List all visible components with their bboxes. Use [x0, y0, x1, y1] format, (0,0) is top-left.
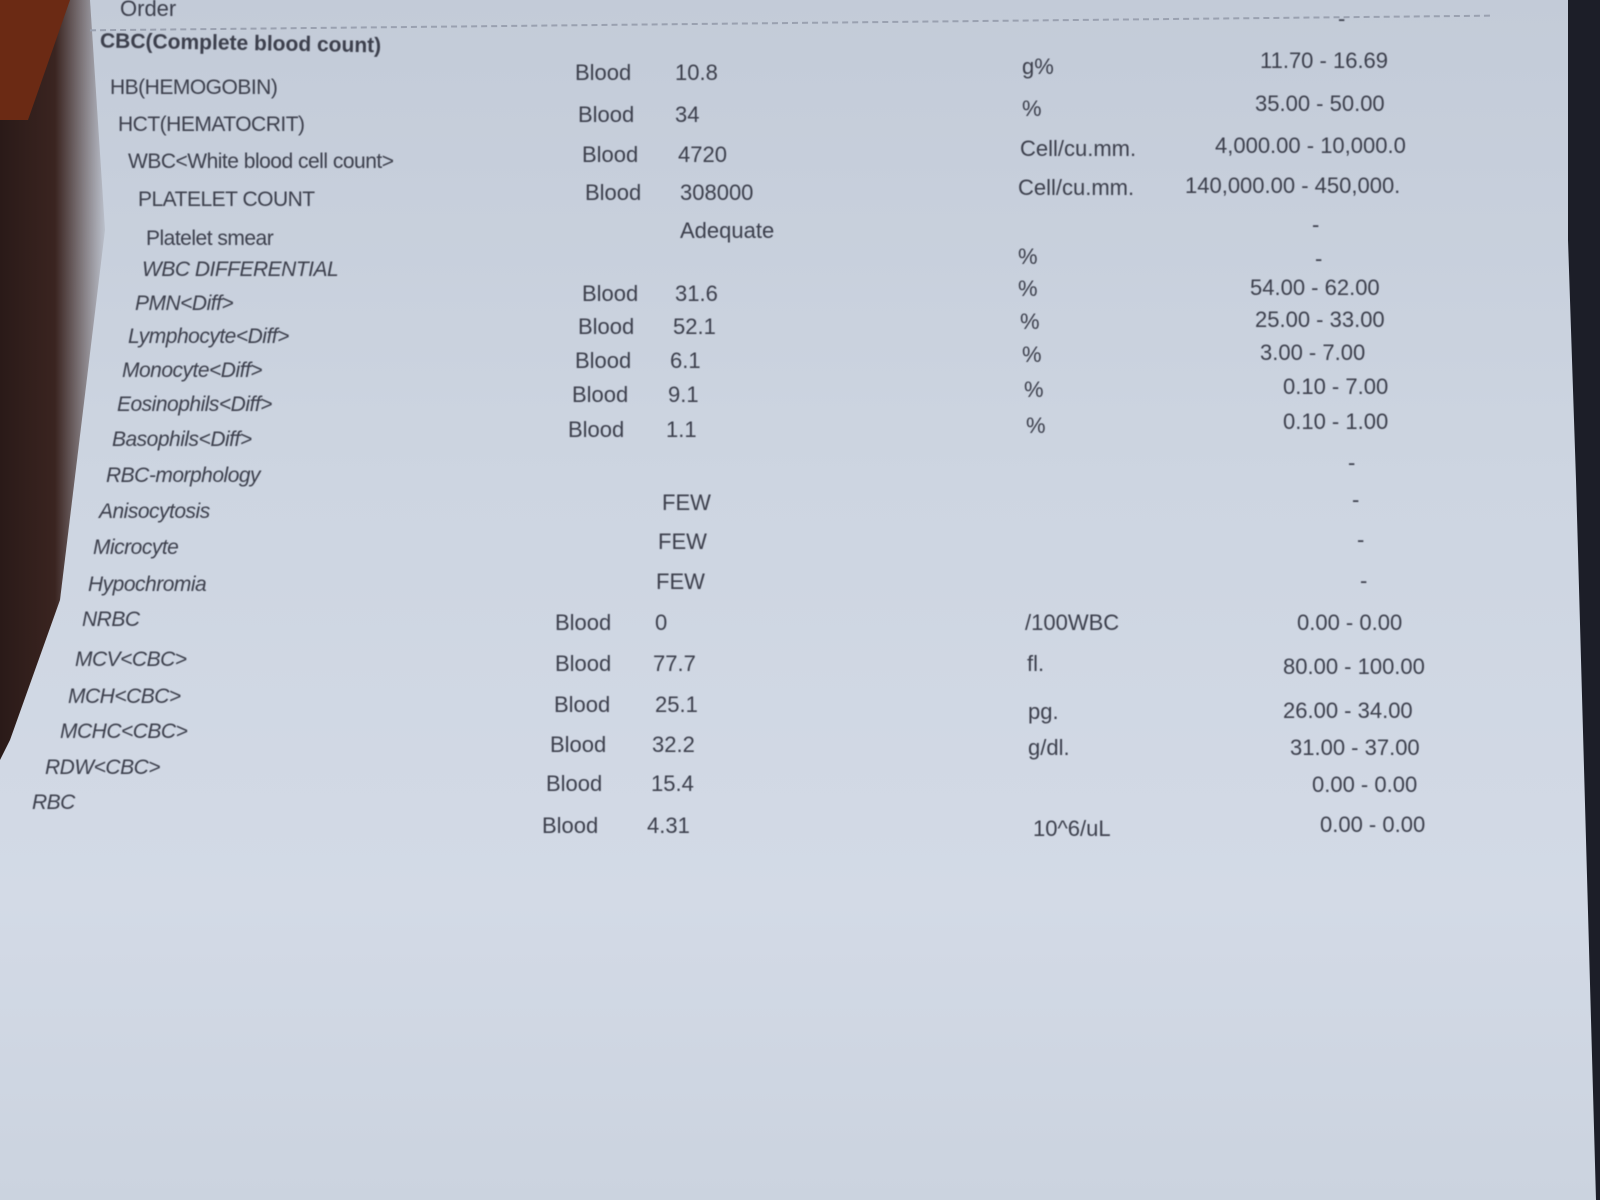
test-name: MCHC<CBC> [60, 720, 188, 743]
unit: % [1026, 413, 1046, 438]
reference-range: 0.00 - 0.00 [1312, 772, 1418, 797]
unit: /100WBC [1025, 610, 1120, 635]
specimen: Blood [575, 348, 632, 373]
result-value: 34 [675, 102, 700, 127]
specimen: Blood [582, 142, 639, 167]
test-name: WBC<White blood cell count> [128, 150, 394, 173]
header-divider [90, 14, 1490, 32]
result-value: 31.6 [675, 281, 718, 306]
reference-range: - [1352, 487, 1360, 512]
reference-range: 35.00 - 50.00 [1255, 91, 1385, 116]
test-name: PMN<Diff> [135, 292, 234, 315]
reference-range: 11.70 - 16.69 [1260, 48, 1389, 73]
unit: fl. [1027, 651, 1045, 676]
unit: % [1018, 276, 1038, 301]
reference-range: 3.00 - 7.00 [1260, 340, 1366, 365]
reference-range: - [1348, 450, 1356, 475]
reference-range: 0.00 - 0.00 [1320, 812, 1426, 837]
test-name: RBC-morphology [106, 464, 261, 487]
test-name: MCH<CBC> [68, 685, 181, 708]
unit: Cell/cu.mm. [1018, 175, 1135, 200]
reference-range: 26.00 - 34.00 [1283, 698, 1413, 723]
section-title: CBC(Complete blood count) [99, 29, 382, 58]
test-name: Lymphocyte<Diff> [128, 325, 289, 348]
reference-range: - [1312, 212, 1320, 237]
test-name: RDW<CBC> [45, 756, 161, 779]
reference-range: 140,000.00 - 450,000. [1185, 173, 1401, 198]
reference-range: - [1357, 527, 1365, 552]
unit: g/dl. [1028, 735, 1070, 760]
specimen: Blood [554, 692, 611, 717]
result-value: 4.31 [647, 813, 690, 838]
reference-range: 54.00 - 62.00 [1250, 275, 1380, 300]
test-name: PLATELET COUNT [138, 188, 315, 211]
reference-range: 0.10 - 1.00 [1283, 409, 1389, 434]
result-value: 52.1 [673, 314, 716, 339]
reference-range: 80.00 - 100.00 [1283, 654, 1425, 679]
specimen: Blood [550, 732, 607, 757]
unit: Cell/cu.mm. [1020, 136, 1137, 161]
specimen: Blood [578, 102, 635, 127]
specimen: Blood [585, 180, 642, 205]
unit: g% [1022, 54, 1054, 79]
test-name: Eosinophils<Diff> [117, 393, 272, 416]
result-value: 32.2 [652, 732, 695, 757]
result-value: 25.1 [655, 692, 698, 717]
specimen: Blood [542, 813, 599, 838]
test-name: HCT(HEMATOCRIT) [118, 113, 305, 136]
result-value: 4720 [678, 142, 727, 167]
test-name: Monocyte<Diff> [122, 359, 263, 382]
unit: % [1024, 377, 1044, 402]
test-name: RBC [32, 791, 75, 814]
test-name: Platelet smear [146, 227, 274, 250]
specimen: Blood [555, 610, 612, 635]
test-name: Basophils<Diff> [112, 428, 252, 451]
reference-range: 4,000.00 - 10,000.0 [1215, 133, 1406, 158]
test-name: MCV<CBC> [75, 648, 187, 671]
specimen: Blood [555, 651, 612, 676]
unit: % [1018, 244, 1038, 269]
result-value: Adequate [680, 218, 775, 243]
header-dash: - [1338, 6, 1346, 31]
order-header: Order [120, 0, 177, 21]
test-name: Hypochromia [88, 573, 207, 596]
test-name: WBC DIFFERENTIAL [142, 258, 339, 281]
result-value: 9.1 [668, 382, 699, 407]
test-name: Microcyte [93, 536, 179, 559]
reference-range: - [1360, 568, 1368, 593]
reference-range: 0.10 - 7.00 [1283, 374, 1389, 399]
result-value: FEW [656, 569, 705, 594]
test-name: HB(HEMOGOBIN) [110, 76, 278, 99]
result-value: 15.4 [651, 771, 694, 796]
specimen: Blood [582, 281, 639, 306]
result-value: 6.1 [670, 348, 701, 373]
result-value: 1.1 [666, 417, 697, 442]
reference-range: 0.00 - 0.00 [1297, 610, 1403, 635]
test-name: Anisocytosis [99, 500, 210, 523]
specimen: Blood [546, 771, 603, 796]
specimen: Blood [568, 417, 625, 442]
reference-range: - [1315, 246, 1323, 271]
specimen: Blood [578, 314, 635, 339]
result-value: FEW [658, 529, 707, 554]
test-name: NRBC [82, 608, 140, 631]
photo-background-right [1568, 0, 1600, 1200]
unit: 10^6/uL [1033, 816, 1111, 841]
unit: % [1022, 342, 1042, 367]
unit: % [1020, 309, 1040, 334]
result-value: 77.7 [653, 651, 696, 676]
unit: % [1022, 96, 1042, 121]
reference-range: 31.00 - 37.00 [1290, 735, 1420, 760]
result-value: FEW [662, 490, 711, 515]
specimen: Blood [575, 60, 632, 85]
reference-range: 25.00 - 33.00 [1255, 307, 1385, 332]
result-value: 0 [655, 610, 668, 635]
unit: pg. [1028, 699, 1059, 724]
result-value: 308000 [680, 180, 754, 205]
result-value: 10.8 [675, 60, 718, 85]
specimen: Blood [572, 382, 629, 407]
